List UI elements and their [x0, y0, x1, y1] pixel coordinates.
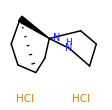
Text: N: N: [65, 43, 73, 53]
Polygon shape: [18, 16, 49, 38]
Text: H: H: [66, 38, 72, 47]
Text: N: N: [53, 33, 60, 43]
Text: HCl: HCl: [72, 94, 90, 104]
Text: HCl: HCl: [16, 94, 34, 104]
